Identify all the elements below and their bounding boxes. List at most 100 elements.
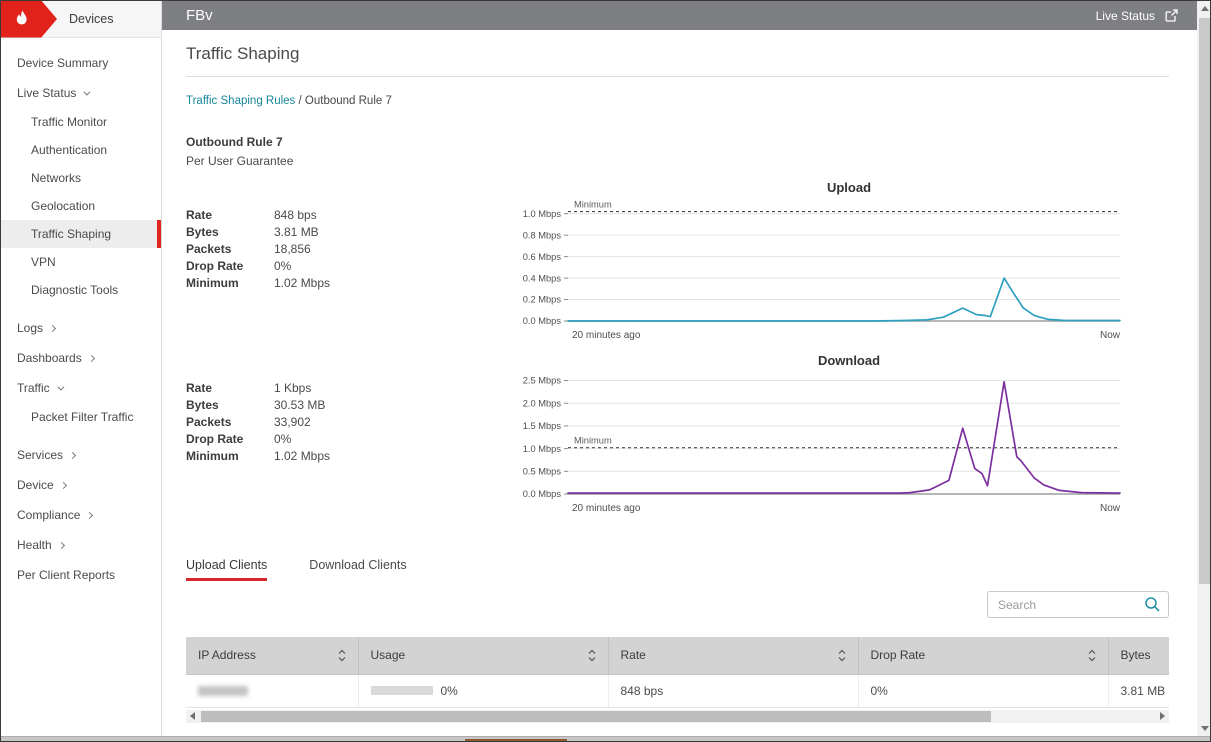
device-name: FBv	[186, 7, 213, 24]
sidebar-item-networks[interactable]: Networks	[1, 164, 161, 192]
live-status-button[interactable]: Live Status	[1096, 8, 1179, 23]
search-input[interactable]	[987, 591, 1169, 618]
sidebar-header: Devices	[1, 1, 161, 38]
scroll-up-arrow[interactable]	[1197, 1, 1211, 16]
stat-label: Drop Rate	[186, 259, 274, 273]
usage-cell: 0%	[358, 674, 608, 707]
brand-logo[interactable]	[1, 1, 57, 38]
redacted-ip	[198, 686, 248, 696]
vertical-scrollbar[interactable]	[1197, 1, 1211, 736]
column-label: IP Address	[198, 648, 256, 662]
stat-label: Minimum	[186, 276, 274, 290]
svg-text:1.0 Mbps: 1.0 Mbps	[523, 444, 562, 454]
scroll-right-arrow[interactable]	[1156, 710, 1169, 723]
stat-value: 0%	[274, 432, 291, 446]
sidebar-item-compliance[interactable]: Compliance	[1, 500, 161, 530]
stat-row-minimum: Minimum1.02 Mbps	[186, 274, 516, 291]
svg-text:20 minutes ago: 20 minutes ago	[572, 503, 641, 514]
svg-text:0.2 Mbps: 0.2 Mbps	[523, 295, 562, 305]
breadcrumb-current: Outbound Rule 7	[305, 95, 392, 107]
stat-value: 1.02 Mbps	[274, 449, 330, 463]
table-header-row: IP Address UsageRate Drop Rate Bytes	[186, 637, 1169, 674]
svg-text:0.0 Mbps: 0.0 Mbps	[523, 489, 562, 499]
tab-download-clients[interactable]: Download Clients	[309, 558, 406, 581]
sidebar-item-label: Networks	[31, 171, 81, 185]
svg-text:0.8 Mbps: 0.8 Mbps	[523, 230, 562, 240]
column-header-drop-rate[interactable]: Drop Rate	[858, 637, 1108, 674]
column-label: Drop Rate	[871, 648, 926, 662]
bytes-cell: 3.81 MB	[1108, 674, 1169, 707]
sidebar-item-label: Device Summary	[17, 56, 108, 70]
stat-label: Rate	[186, 208, 274, 222]
column-header-ip-address[interactable]: IP Address	[186, 637, 358, 674]
stat-row-packets: Packets18,856	[186, 240, 516, 257]
sidebar-item-label: Device	[17, 478, 54, 492]
download-section: Rate1 KbpsBytes30.53 MBPackets33,902Drop…	[186, 353, 1169, 520]
stat-label: Rate	[186, 381, 274, 395]
svg-text:0.4 Mbps: 0.4 Mbps	[523, 273, 562, 283]
sidebar-item-label: Services	[17, 448, 63, 462]
sidebar-item-label: Authentication	[31, 143, 107, 157]
sidebar-item-services[interactable]: Services	[1, 440, 161, 470]
sort-icon[interactable]	[588, 649, 596, 662]
clients-table-wrap: IP Address UsageRate Drop Rate Bytes 0%848 …	[186, 637, 1169, 723]
search-icon[interactable]	[1144, 596, 1161, 613]
tab-upload-clients[interactable]: Upload Clients	[186, 558, 267, 581]
sidebar-item-dashboards[interactable]: Dashboards	[1, 343, 161, 373]
chevron-right-icon	[58, 541, 65, 548]
sidebar-item-label: Geolocation	[31, 199, 95, 213]
clients-table: IP Address UsageRate Drop Rate Bytes 0%848 …	[186, 637, 1169, 708]
column-label: Bytes	[1121, 648, 1151, 662]
main-area: FBv Live Status Traffic Shaping Traffic …	[162, 1, 1197, 736]
chevron-right-icon	[49, 324, 56, 331]
svg-text:Now: Now	[1100, 330, 1121, 341]
sidebar-item-geolocation[interactable]: Geolocation	[1, 192, 161, 220]
breadcrumb-link[interactable]: Traffic Shaping Rules	[186, 95, 295, 107]
ip-address-cell	[186, 674, 358, 707]
sidebar-item-label: Traffic	[17, 381, 50, 395]
sidebar-item-device[interactable]: Device	[1, 470, 161, 500]
searchbox	[987, 591, 1169, 618]
table-body: 0%848 bps0%3.81 MB	[186, 674, 1169, 707]
stat-row-bytes: Bytes3.81 MB	[186, 223, 516, 240]
scroll-down-arrow[interactable]	[1197, 721, 1211, 736]
sidebar-item-device-summary[interactable]: Device Summary	[1, 48, 161, 78]
sidebar-item-live-status[interactable]: Live Status	[1, 78, 161, 108]
column-header-usage[interactable]: Usage	[358, 637, 608, 674]
sidebar-item-label: Traffic Monitor	[31, 115, 107, 129]
svg-text:1.5 Mbps: 1.5 Mbps	[523, 421, 562, 431]
sidebar-item-logs[interactable]: Logs	[1, 313, 161, 343]
sort-icon[interactable]	[338, 649, 346, 662]
sort-icon[interactable]	[1088, 649, 1096, 662]
sidebar-item-traffic[interactable]: Traffic	[1, 373, 161, 403]
horizontal-scrollbar[interactable]	[186, 710, 1169, 723]
sidebar-item-diagnostic-tools[interactable]: Diagnostic Tools	[1, 276, 161, 304]
sidebar-item-traffic-monitor[interactable]: Traffic Monitor	[1, 108, 161, 136]
sidebar-item-per-client-reports[interactable]: Per Client Reports	[1, 560, 161, 590]
sidebar-item-label: Diagnostic Tools	[31, 283, 118, 297]
rate-cell: 848 bps	[608, 674, 858, 707]
sidebar-header-label: Devices	[69, 12, 113, 26]
sidebar-item-vpn[interactable]: VPN	[1, 248, 161, 276]
sidebar-item-label: Per Client Reports	[17, 568, 115, 582]
sidebar-item-traffic-shaping[interactable]: Traffic Shaping	[1, 220, 161, 248]
download-stats: Rate1 KbpsBytes30.53 MBPackets33,902Drop…	[186, 353, 516, 520]
breadcrumb-separator: /	[295, 95, 305, 107]
upload-chart-title: Upload	[516, 180, 1136, 195]
vertical-scroll-thumb[interactable]	[1199, 18, 1211, 584]
sidebar-item-authentication[interactable]: Authentication	[1, 136, 161, 164]
bottom-edge-bar	[1, 736, 1210, 742]
horizontal-scroll-track[interactable]	[199, 710, 1156, 723]
chevron-right-icon	[86, 511, 93, 518]
rule-type: Per User Guarantee	[186, 154, 1169, 168]
scroll-left-arrow[interactable]	[186, 710, 199, 723]
chevron-down-icon	[84, 88, 91, 95]
chevron-right-icon	[88, 354, 95, 361]
column-header-rate[interactable]: Rate	[608, 637, 858, 674]
sort-icon[interactable]	[838, 649, 846, 662]
horizontal-scroll-thumb[interactable]	[201, 711, 991, 722]
sidebar-item-packet-filter-traffic[interactable]: Packet Filter Traffic	[1, 403, 161, 431]
column-header-bytes[interactable]: Bytes	[1108, 637, 1169, 674]
sidebar-item-health[interactable]: Health	[1, 530, 161, 560]
table-row[interactable]: 0%848 bps0%3.81 MB	[186, 674, 1169, 707]
